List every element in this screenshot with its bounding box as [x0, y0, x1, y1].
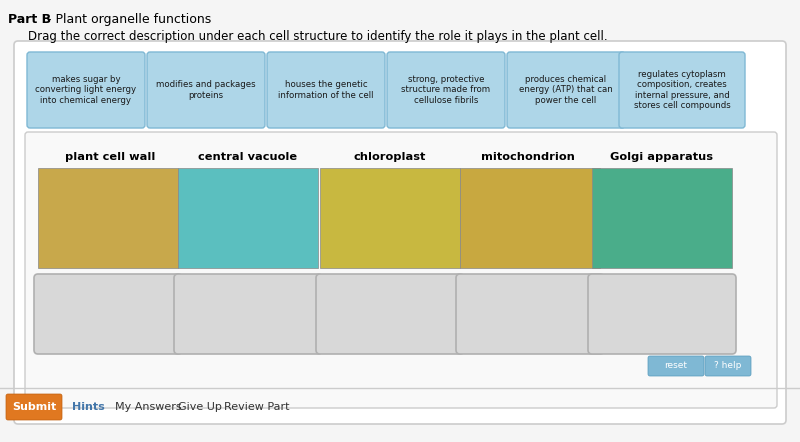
Text: central vacuole: central vacuole: [198, 152, 298, 162]
FancyBboxPatch shape: [705, 356, 751, 376]
FancyBboxPatch shape: [588, 274, 736, 354]
FancyBboxPatch shape: [316, 274, 464, 354]
FancyBboxPatch shape: [147, 52, 265, 128]
Text: produces chemical
energy (ATP) that can
power the cell: produces chemical energy (ATP) that can …: [519, 75, 613, 105]
Text: Drag the correct description under each cell structure to identify the role it p: Drag the correct description under each …: [28, 30, 608, 43]
Text: Submit: Submit: [12, 402, 56, 412]
Text: strong, protective
structure made from
cellulose fibrils: strong, protective structure made from c…: [402, 75, 490, 105]
FancyBboxPatch shape: [460, 168, 600, 268]
FancyBboxPatch shape: [456, 274, 604, 354]
FancyBboxPatch shape: [14, 41, 786, 424]
FancyBboxPatch shape: [619, 52, 745, 128]
Text: My Answers: My Answers: [115, 402, 182, 412]
FancyBboxPatch shape: [27, 52, 145, 128]
Text: Golgi apparatus: Golgi apparatus: [610, 152, 714, 162]
Text: houses the genetic
information of the cell: houses the genetic information of the ce…: [278, 80, 374, 100]
FancyBboxPatch shape: [6, 394, 62, 420]
FancyBboxPatch shape: [174, 274, 322, 354]
Text: - Plant organelle functions: - Plant organelle functions: [43, 13, 211, 26]
Text: makes sugar by
converting light energy
into chemical energy: makes sugar by converting light energy i…: [35, 75, 137, 105]
Text: mitochondrion: mitochondrion: [481, 152, 575, 162]
Text: reset: reset: [665, 362, 687, 370]
FancyBboxPatch shape: [34, 274, 182, 354]
FancyBboxPatch shape: [648, 356, 704, 376]
Text: plant cell wall: plant cell wall: [65, 152, 155, 162]
FancyBboxPatch shape: [507, 52, 625, 128]
Text: Give Up: Give Up: [178, 402, 222, 412]
Text: chloroplast: chloroplast: [354, 152, 426, 162]
Text: Part B: Part B: [8, 13, 51, 26]
FancyBboxPatch shape: [25, 132, 777, 408]
Text: regulates cytoplasm
composition, creates
internal pressure, and
stores cell comp: regulates cytoplasm composition, creates…: [634, 70, 730, 110]
FancyBboxPatch shape: [387, 52, 505, 128]
FancyBboxPatch shape: [320, 168, 460, 268]
FancyBboxPatch shape: [592, 168, 732, 268]
FancyBboxPatch shape: [267, 52, 385, 128]
Text: Hints: Hints: [72, 402, 105, 412]
Text: Review Part: Review Part: [225, 402, 290, 412]
FancyBboxPatch shape: [38, 168, 178, 268]
Text: modifies and packages
proteins: modifies and packages proteins: [156, 80, 256, 100]
Text: ? help: ? help: [714, 362, 742, 370]
FancyBboxPatch shape: [178, 168, 318, 268]
